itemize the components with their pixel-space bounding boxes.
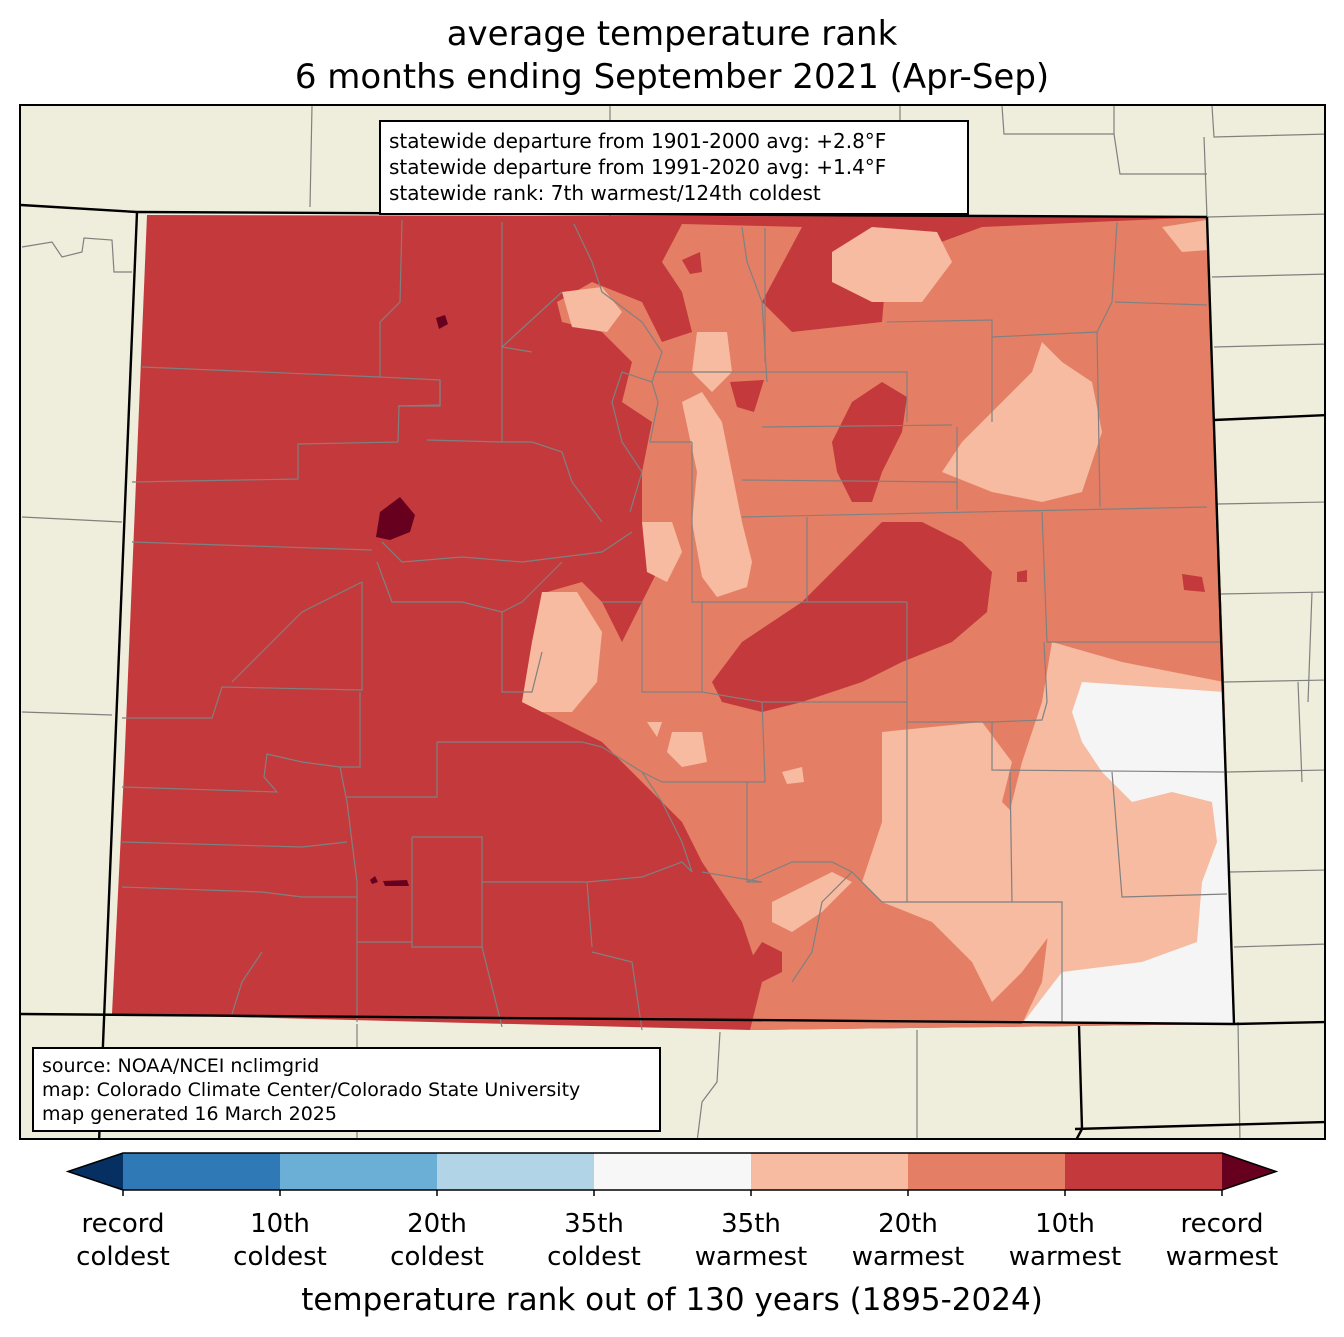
colorado-county-lines [121, 219, 1228, 1031]
tick-label-line1: 20th [407, 1209, 467, 1239]
statewide-stats-box: statewide departure from 1901-2000 avg: … [379, 120, 969, 215]
colorbar-extend-warmest [1222, 1153, 1276, 1190]
colorbar-tick-label: record coldest [43, 1208, 203, 1274]
colorbar-tick-label: 10th warmest [985, 1208, 1145, 1274]
tick-label-line2: coldest [76, 1242, 170, 1272]
colorbar-extend-coldest [68, 1153, 123, 1190]
tick-label-line1: 35th [564, 1209, 624, 1239]
colorbar-bin [280, 1153, 438, 1190]
colorbar-bin [437, 1153, 595, 1190]
stats-departure-1991-2020: statewide departure from 1991-2020 avg: … [389, 155, 887, 179]
map-credit-line: map: Colorado Climate Center/Colorado St… [42, 1079, 581, 1101]
map-frame: statewide departure from 1901-2000 avg: … [19, 104, 1326, 1140]
tick-label-line2: warmest [694, 1242, 808, 1272]
stats-statewide-rank: statewide rank: 7th warmest/124th coldes… [389, 181, 821, 205]
tick-label-line2: coldest [390, 1242, 484, 1272]
colorbar-tick-label: 20th warmest [828, 1208, 988, 1274]
colorbar-axis-label: temperature rank out of 130 years (1895-… [301, 1282, 1043, 1318]
source-line: source: NOAA/NCEI nclimgrid [42, 1055, 320, 1077]
colorbar [66, 1152, 1278, 1196]
generated-date-line: map generated 16 March 2025 [42, 1103, 337, 1125]
tick-label-line1: 35th [721, 1209, 781, 1239]
colorbar-bin [751, 1153, 909, 1190]
colorbar-tick-label: record warmest [1142, 1208, 1302, 1274]
stats-departure-1901-2000: statewide departure from 1901-2000 avg: … [389, 129, 887, 153]
rank-zone-near-normal [1022, 682, 1234, 1024]
colorbar-tick-label: 20th coldest [357, 1208, 517, 1274]
tick-label-line1: 20th [878, 1209, 938, 1239]
tick-label-line1: 10th [1035, 1209, 1095, 1239]
colorbar-tick-label: 35th coldest [514, 1208, 674, 1274]
source-credits-box: source: NOAA/NCEI nclimgrid map: Colorad… [32, 1047, 661, 1132]
colorado-rank-map [21, 106, 1324, 1138]
rank-zone-10th-warmest-islands [682, 252, 1205, 1002]
map-title-line1: average temperature rank [446, 14, 898, 54]
tick-label-line1: 10th [250, 1209, 310, 1239]
colorbar-tick-label: 35th warmest [671, 1208, 831, 1274]
tick-label-line1: record [81, 1209, 165, 1239]
tick-label-line2: warmest [1165, 1242, 1279, 1272]
tick-label-line2: warmest [851, 1242, 965, 1272]
tick-label-line2: coldest [547, 1242, 641, 1272]
rank-zone-record-warmest [370, 315, 448, 886]
tick-label-line2: coldest [233, 1242, 327, 1272]
colorbar-bin [908, 1153, 1066, 1190]
tick-label-line1: record [1180, 1209, 1264, 1239]
colorbar-tick-label: 10th coldest [200, 1208, 360, 1274]
colorbar-bin [1065, 1153, 1223, 1190]
colorbar-bin [594, 1153, 752, 1190]
map-title-line2: 6 months ending September 2021 (Apr-Sep) [294, 57, 1050, 97]
tick-label-line2: warmest [1008, 1242, 1122, 1272]
colorbar-bin [123, 1153, 281, 1190]
